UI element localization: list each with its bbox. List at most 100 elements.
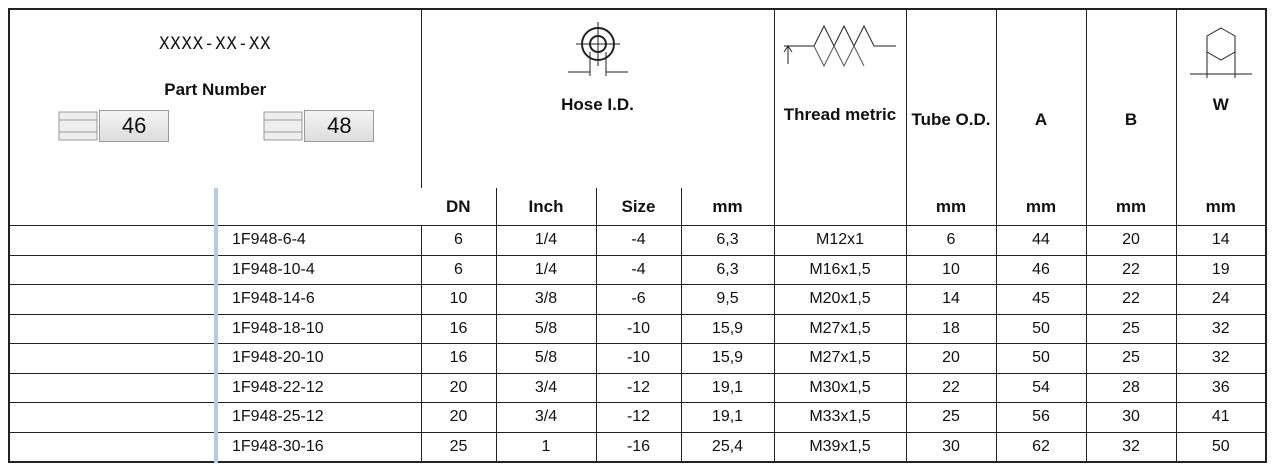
cell: 3/8 — [495, 284, 596, 314]
cell: -10 — [595, 343, 681, 373]
cell: 6 — [420, 225, 496, 255]
unit: Size — [595, 188, 681, 226]
cell: 28 — [1085, 372, 1176, 403]
cell: 20 — [1085, 225, 1176, 255]
cell: 50 — [1175, 431, 1266, 462]
cell: 5/8 — [495, 313, 596, 344]
part-number-label: Part Number — [164, 80, 267, 99]
cell: 50 — [995, 313, 1086, 344]
cell: M39x1,5 — [773, 431, 906, 462]
cell: 6,3 — [680, 225, 774, 255]
cell: 19 — [1175, 254, 1266, 285]
cell: 9,5 — [680, 284, 774, 314]
cell: 15,9 — [680, 343, 774, 373]
table-row: 1F948-30-16 25 1 -16 25,4 M39x1,5 30 62 32 50 — [9, 431, 1266, 462]
tube-label: Tube O.D. — [911, 110, 991, 129]
part-number: 1F948-14-6 — [214, 284, 421, 314]
b-label: B — [1124, 110, 1138, 129]
unit: mm — [1085, 188, 1176, 226]
cell: 25 — [420, 431, 496, 462]
part-number: 1F948-22-12 — [214, 372, 421, 403]
cell: 6 — [905, 225, 996, 255]
hex-icon — [1189, 27, 1252, 78]
empty — [773, 188, 906, 226]
cell: -4 — [595, 225, 681, 255]
badge: 46 — [55, 106, 170, 146]
cell: 22 — [1085, 254, 1176, 285]
cell: 5/8 — [495, 343, 596, 373]
table-row: 1F948-14-6 10 3/8 -6 9,5 M20x1,5 14 45 22 24 — [9, 284, 1266, 314]
cell: 22 — [1085, 284, 1176, 314]
a-label: A — [1034, 110, 1048, 129]
w-header: W — [1175, 9, 1266, 188]
cell: 19,1 — [680, 372, 774, 403]
cell: 14 — [1175, 225, 1266, 255]
cell: 10 — [905, 254, 996, 285]
cell: 41 — [1175, 402, 1266, 432]
cell: -6 — [595, 284, 681, 314]
cell: 50 — [995, 343, 1086, 373]
w-label: W — [1212, 95, 1229, 114]
cell: 25 — [1085, 343, 1176, 373]
cell: 44 — [995, 225, 1086, 255]
unit: DN — [445, 196, 471, 216]
badge: 48 — [260, 106, 375, 146]
cell: 32 — [1175, 313, 1266, 344]
cell: 3/4 — [495, 372, 596, 403]
empty — [9, 225, 216, 255]
unit: Inch — [495, 188, 596, 226]
cell: 19,1 — [680, 402, 774, 432]
cell: 20 — [420, 402, 496, 432]
empty — [9, 313, 216, 344]
cell: M20x1,5 — [773, 284, 906, 314]
cell: 1/4 — [495, 254, 596, 285]
unit: mm — [995, 188, 1086, 226]
cell: -12 — [595, 372, 681, 403]
cell: 20 — [420, 372, 496, 403]
cell: 10 — [420, 284, 496, 314]
part-number: 1F948-25-12 — [214, 402, 421, 432]
thread-icon — [783, 24, 896, 68]
cell: -12 — [595, 402, 681, 432]
thread-label: Thread metric — [783, 105, 897, 124]
cell: 25 — [1085, 313, 1176, 344]
table-row: 1F948-18-10 16 5/8 -10 15,9 M27x1,5 18 50 25 32 — [9, 313, 1266, 344]
cell: M33x1,5 — [773, 402, 906, 432]
cell: 1/4 — [495, 225, 596, 255]
cell: 20 — [905, 343, 996, 373]
table-row: 1F948-22-12 20 3/4 -12 19,1 M30x1,5 22 54 28 36 — [9, 372, 1266, 403]
part-number: 1F948-10-4 — [214, 254, 421, 285]
cell: M27x1,5 — [773, 343, 906, 373]
part-number-header: XXXX-XX-XX Part Number 46 48 — [9, 9, 421, 188]
unit: mm — [905, 188, 996, 226]
empty — [9, 372, 216, 403]
tube-header: Tube O.D. — [905, 9, 996, 188]
cell: 15,9 — [680, 313, 774, 344]
cell: M16x1,5 — [773, 254, 906, 285]
table-row: 1F948-6-4 6 1/4 -4 6,3 M12x1 6 44 20 14 — [9, 225, 1266, 255]
cell: 14 — [905, 284, 996, 314]
cell: 18 — [905, 313, 996, 344]
table-body: 1F948-6-4 6 1/4 -4 6,3 M12x1 6 44 20 14 1F948-10-4… — [9, 225, 1266, 462]
cell: 56 — [995, 402, 1086, 432]
cell: 3/4 — [495, 402, 596, 432]
empty — [9, 431, 216, 462]
cell: 22 — [905, 372, 996, 403]
parts-table: XXXX-XX-XX Part Number 46 48 Hose I.D. T… — [8, 8, 1267, 463]
table-row: 1F948-10-4 6 1/4 -4 6,3 M16x1,5 10 46 22 19 — [9, 254, 1266, 285]
cell: 32 — [1175, 343, 1266, 373]
cell: 36 — [1175, 372, 1266, 403]
cell: 54 — [995, 372, 1086, 403]
badge-label: 46 — [99, 110, 170, 142]
part-number: 1F948-30-16 — [214, 431, 421, 462]
part-number: 1F948-20-10 — [214, 343, 421, 373]
unit: mm — [1175, 188, 1266, 226]
cell: 24 — [1175, 284, 1266, 314]
cell: 6 — [420, 254, 496, 285]
empty — [9, 188, 216, 226]
table-row: 1F948-25-12 20 3/4 -12 19,1 M33x1,5 25 56 30 41 — [9, 402, 1266, 432]
cell: 25 — [905, 402, 996, 432]
cell: 46 — [995, 254, 1086, 285]
cell: M27x1,5 — [773, 313, 906, 344]
